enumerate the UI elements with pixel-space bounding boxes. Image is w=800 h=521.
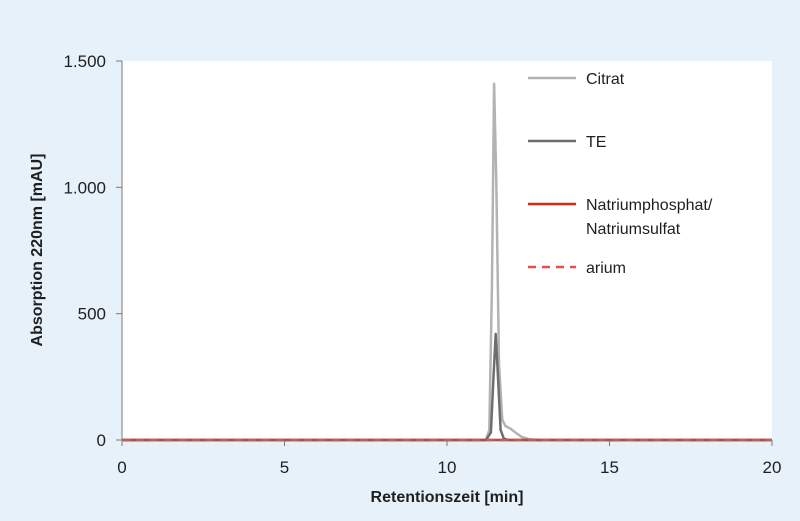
plot-area bbox=[122, 61, 772, 442]
y-tick-label: 500 bbox=[78, 305, 106, 324]
y-tick-label: 1.000 bbox=[63, 178, 106, 197]
y-tick-label: 0 bbox=[97, 431, 106, 450]
y-axis-title: Absorption 220nm [mAU] bbox=[29, 154, 46, 347]
x-axis-title: Retentionszeit [min] bbox=[371, 489, 524, 506]
x-tick-label: 0 bbox=[117, 458, 126, 477]
axes: 0 500 1.000 1.500 0 5 10 15 20 bbox=[63, 52, 781, 477]
legend-label-4: arium bbox=[586, 260, 626, 277]
legend: Citrat TE Natriumphosphat/Natriumsulfat ari… bbox=[528, 71, 713, 277]
legend-label-3: Natriumphosphat/Natriumsulfat bbox=[586, 197, 713, 238]
series-line-1 bbox=[122, 82, 772, 442]
x-tick-label: 5 bbox=[280, 458, 289, 477]
x-tick-label: 15 bbox=[600, 458, 619, 477]
legend-label-1: Citrat bbox=[586, 71, 625, 88]
x-tick-label: 10 bbox=[438, 458, 457, 477]
legend-label-2: TE bbox=[586, 134, 606, 151]
plot-background bbox=[122, 61, 772, 440]
x-tick-label: 20 bbox=[763, 458, 782, 477]
y-tick-label: 1.500 bbox=[63, 52, 106, 71]
